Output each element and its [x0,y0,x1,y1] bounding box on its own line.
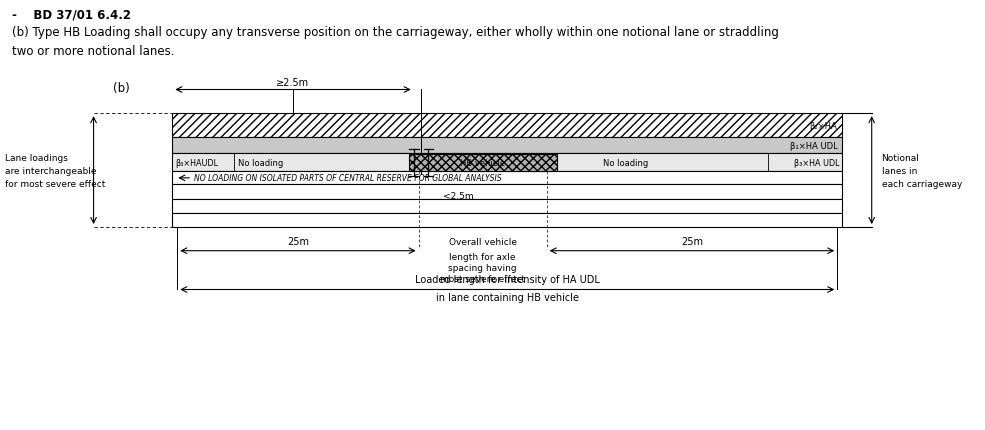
Bar [172,172,842,185]
Text: 25m: 25m [287,236,309,246]
Text: 25m: 25m [681,236,703,246]
Text: <2.5m: <2.5m [442,192,474,201]
Text: β₃×HA UDL: β₃×HA UDL [794,159,839,167]
Bar [172,114,842,138]
Text: NO LOADING ON ISOLATED PARTS OF CENTRAL RESERVE FOR GLOBAL ANALYSIS: NO LOADING ON ISOLATED PARTS OF CENTRAL … [194,174,501,183]
Text: β₁×HA UDL: β₁×HA UDL [790,141,837,150]
Text: in lane containing HB vehicle: in lane containing HB vehicle [435,292,579,302]
Text: (b): (b) [113,82,130,95]
Text: Notional: Notional [882,154,919,162]
Text: ≥2.5m: ≥2.5m [277,78,309,88]
Bar [172,199,842,213]
Text: No loading: No loading [603,159,648,167]
Text: Loaded length for intensity of HA UDL: Loaded length for intensity of HA UDL [415,275,600,285]
Bar [409,155,557,171]
Bar [172,185,842,199]
Text: for most severe effect: for most severe effect [5,179,105,188]
Text: No loading: No loading [238,159,284,167]
Text: each carriageway: each carriageway [882,179,962,188]
Text: HB vehicle: HB vehicle [460,159,505,167]
Text: are interchangeable: are interchangeable [5,166,97,175]
Text: Overall vehicle: Overall vehicle [448,237,517,246]
Bar [172,154,842,172]
Text: β₃×HAUDL: β₃×HAUDL [175,159,219,167]
Text: lanes in: lanes in [882,166,917,175]
Bar [172,213,842,227]
Text: (b) Type HB Loading shall occupy any transverse position on the carriageway, eit: (b) Type HB Loading shall occupy any tra… [12,26,779,39]
Text: β₂×HA: β₂×HA [810,121,837,130]
Text: two or more notional lanes.: two or more notional lanes. [12,45,174,58]
Text: Lane loadings: Lane loadings [5,154,68,162]
Text: spacing having: spacing having [448,263,517,272]
Text: length for axle: length for axle [449,252,516,261]
Bar [172,138,842,154]
Text: most severe effect: most severe effect [440,274,525,283]
Text: -    BD 37/01 6.4.2: - BD 37/01 6.4.2 [12,9,131,22]
